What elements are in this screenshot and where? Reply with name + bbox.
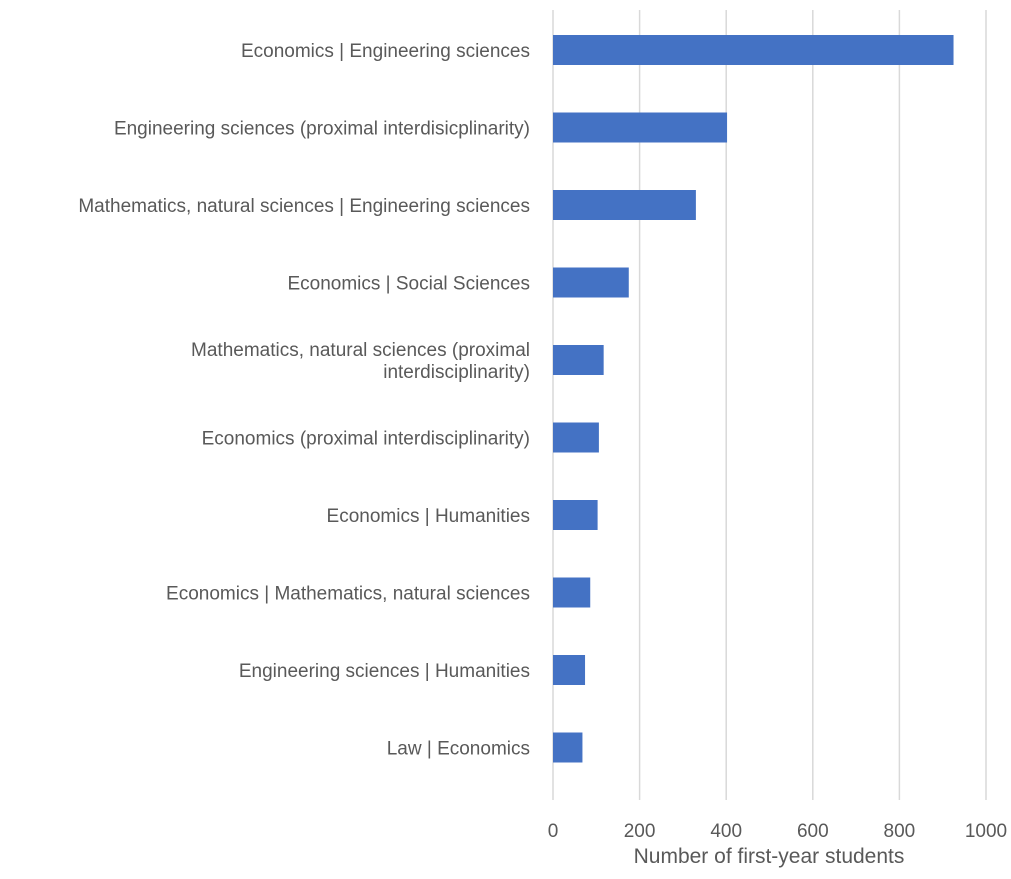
bar bbox=[553, 112, 728, 143]
bar bbox=[553, 732, 583, 763]
x-tick-label: 1000 bbox=[965, 821, 1007, 842]
x-tick-label: 200 bbox=[624, 821, 656, 842]
category-label: Law | Economics bbox=[387, 739, 530, 760]
category-label: Economics | Social Sciences bbox=[287, 274, 530, 295]
category-label: Economics | Humanities bbox=[327, 506, 530, 527]
bar bbox=[553, 500, 598, 530]
category-label: Mathematics, natural sciences | Engineer… bbox=[78, 196, 530, 217]
bars bbox=[553, 35, 954, 763]
category-label: Economics (proximal interdisciplinarity) bbox=[202, 429, 530, 450]
category-label: Engineering sciences (proximal interdisi… bbox=[114, 119, 530, 140]
x-axis-title: Number of first-year students bbox=[634, 845, 905, 868]
category-label: Economics | Engineering sciences bbox=[241, 41, 530, 62]
bar bbox=[553, 345, 604, 375]
x-tick-label: 0 bbox=[548, 821, 559, 842]
category-label: interdisciplinarity) bbox=[383, 362, 530, 383]
bar bbox=[553, 422, 599, 453]
category-labels: Economics | Engineering sciences Engineer… bbox=[78, 41, 530, 760]
bar bbox=[553, 190, 696, 220]
x-tick-label: 600 bbox=[797, 821, 829, 842]
category-label: Engineering sciences | Humanities bbox=[239, 661, 530, 682]
x-tick-label: 800 bbox=[884, 821, 916, 842]
category-label: Economics | Mathematics, natural science… bbox=[166, 584, 530, 605]
bar bbox=[553, 577, 591, 608]
category-label: Mathematics, natural sciences (proximal bbox=[191, 340, 530, 361]
x-tick-label: 400 bbox=[710, 821, 742, 842]
x-axis-tick-labels: 0 200 400 600 800 1000 bbox=[548, 821, 1007, 842]
bar bbox=[553, 655, 586, 685]
bar bbox=[553, 35, 954, 65]
bar bbox=[553, 267, 629, 298]
